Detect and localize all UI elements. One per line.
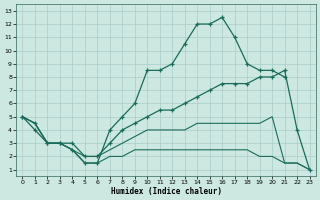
X-axis label: Humidex (Indice chaleur): Humidex (Indice chaleur) [110, 187, 221, 196]
